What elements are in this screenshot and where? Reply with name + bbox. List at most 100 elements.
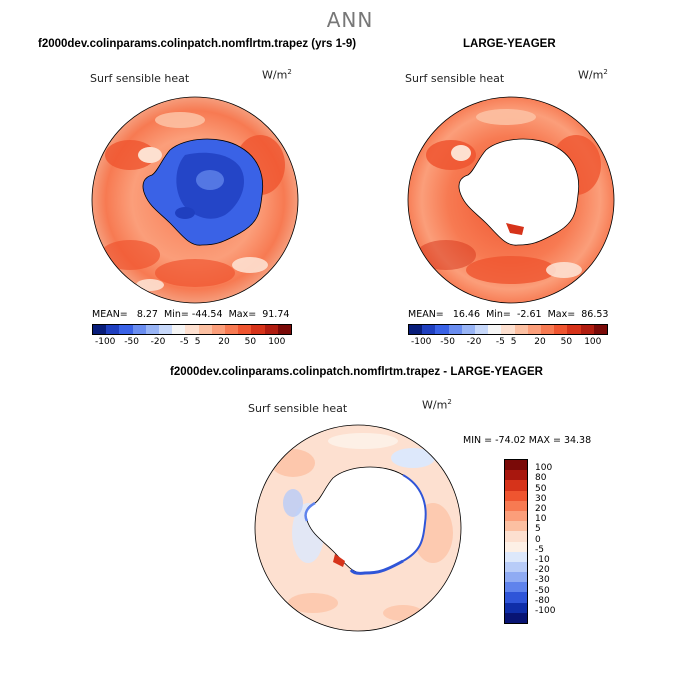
panel1-colorbar-label: 20 [218, 337, 230, 347]
panel2-title: LARGE-YEAGER [463, 38, 556, 50]
panel1-colorbar-swatch [185, 325, 199, 334]
panel1-colorbar-swatch [119, 325, 133, 334]
panel3-colorbar-label: 5 [535, 524, 541, 535]
panel2-colorbar-label: 50 [560, 337, 573, 347]
panel3-colorbar-label: -80 [535, 595, 550, 606]
panel1-colorbar-label: 50 [244, 337, 257, 347]
panel3-colorbar-swatch [505, 602, 527, 613]
panel1-colorbar-swatch [159, 325, 173, 334]
panel3-colorbar-swatch [505, 480, 527, 491]
panel2-colorbar-label: 5 [510, 337, 517, 347]
panel2-colorbar-swatch [435, 325, 449, 334]
panel1-colorbar [92, 324, 292, 335]
main-title: ANN [326, 8, 374, 32]
panel2-variable: Surf sensible heat [405, 72, 505, 85]
panel3-colorbar-label: 80 [535, 473, 547, 484]
panel2-colorbar [408, 324, 608, 335]
panel3-colorbar-swatch [505, 551, 527, 562]
panel3-colorbar-swatch [505, 531, 527, 542]
panel2-colorbar-swatch [448, 325, 462, 334]
panel2-colorbar-label: -5 [495, 337, 505, 347]
panel1-stats: MEAN= 8.27 Min= -44.54 Max= 91.74 [92, 309, 290, 320]
panel3-colorbar-label: 30 [535, 493, 547, 504]
panel1-colorbar-swatch [251, 325, 265, 334]
panel1-colorbar-swatch [132, 325, 146, 334]
panel3-colorbar-swatch [505, 490, 527, 501]
panel1-colorbar-labels: -100 -50 -20 -5 5 20 50 100 [92, 337, 290, 349]
panel1-colorbar-swatch [172, 325, 186, 334]
panel3-colorbar [504, 459, 528, 624]
panel3-colorbar-swatch [505, 510, 527, 522]
panel3-colorbar-label: 0 [535, 534, 541, 545]
panel3-colorbar-swatch [505, 541, 527, 552]
panel2-colorbar-label: -100 [410, 337, 432, 347]
panel3-colorbar-label: -50 [535, 585, 550, 596]
panel1-colorbar-label: 100 [268, 337, 286, 347]
panel2-colorbar-swatch [514, 325, 528, 334]
panel3-colorbar-label: -5 [535, 544, 544, 555]
panel3-colorbar-swatch [505, 521, 527, 532]
panel3-colorbar-label: 10 [535, 514, 547, 525]
panel2-antarctica [458, 138, 580, 246]
panel3-map [254, 424, 462, 632]
panel1-map [91, 96, 299, 304]
panel2-colorbar-swatch [554, 325, 568, 334]
panel3-colorbar-swatch [505, 460, 527, 471]
panel1-colorbar-swatch [264, 325, 278, 334]
panel2-colorbar-swatch [501, 325, 515, 334]
panel3-colorbar-swatch [505, 561, 527, 573]
panel2-map [407, 96, 615, 304]
panel2-colorbar-label: 100 [584, 337, 602, 347]
panel2-colorbar-label: -20 [466, 337, 482, 347]
panel3-colorbar-labels: 100 80 50 30 20 10 5 0 -5 -10 -20 -30 -50 -80 -100 [535, 459, 575, 619]
panel1-colorbar-label: 5 [194, 337, 201, 347]
panel2-colorbar-swatch [409, 325, 423, 334]
panel1-title: f2000dev.colinparams.colinpatch.nomflrtm… [38, 38, 357, 50]
panel2-colorbar-labels: -100 -50 -20 -5 5 20 50 100 [408, 337, 606, 349]
panel3-colorbar-label: -100 [535, 606, 556, 616]
panel1-colorbar-swatch [93, 325, 107, 334]
panel1-colorbar-swatch [277, 325, 292, 334]
panel1-colorbar-label: -100 [94, 337, 116, 347]
panel2-colorbar-swatch [580, 325, 594, 334]
panel1-colorbar-swatch [145, 325, 160, 334]
panel2-stats: MEAN= 16.46 Min= -2.61 Max= 86.53 [408, 309, 609, 320]
panel1-colorbar-label: -20 [150, 337, 166, 347]
panel2-colorbar-swatch [541, 325, 555, 334]
panel2-colorbar-swatch [422, 325, 436, 334]
panel3-colorbar-swatch [505, 592, 527, 603]
panel3-colorbar-label: -20 [535, 565, 550, 576]
panel3-colorbar-label: 50 [535, 483, 547, 494]
panel2-colorbar-swatch [567, 325, 581, 334]
panel1-colorbar-label: -50 [124, 337, 139, 347]
panel3-colorbar-swatch [505, 470, 527, 481]
panel3-colorbar-swatch [505, 572, 527, 583]
panel3-colorbar-label: 100 [535, 463, 553, 474]
panel2-colorbar-label: 20 [534, 337, 546, 347]
panel1-colorbar-label: -5 [179, 337, 189, 347]
panel3-colorbar-swatch [505, 612, 527, 623]
panel2-colorbar-swatch [593, 325, 608, 334]
panel1-colorbar-swatch [198, 325, 212, 334]
panel1-variable: Surf sensible heat [90, 72, 190, 85]
panel1-units: W/m2 [262, 68, 292, 82]
panel3-title: f2000dev.colinparams.colinpatch.nomflrtm… [170, 366, 543, 378]
panel2-colorbar-swatch [488, 325, 502, 334]
panel3-colorbar-label: -10 [535, 555, 550, 565]
panel1-colorbar-swatch [238, 325, 252, 334]
panel3-colorbar-swatch [505, 500, 527, 511]
panel3-colorbar-swatch [505, 582, 527, 593]
panel3-variable: Surf sensible heat [248, 402, 348, 415]
panel1-colorbar-swatch [106, 325, 120, 334]
panel3-minmax: MIN = -74.02 MAX = 34.38 [463, 435, 592, 446]
panel1-colorbar-swatch [211, 325, 226, 334]
panel3-units: W/m2 [422, 398, 452, 412]
panel1-colorbar-swatch [225, 325, 239, 334]
panel2-colorbar-swatch [475, 325, 489, 334]
panel2-colorbar-label: -50 [440, 337, 455, 347]
panel3-colorbar-label: 20 [535, 504, 547, 514]
panel3-colorbar-label: -30 [535, 575, 550, 586]
panel2-colorbar-swatch [461, 325, 476, 334]
panel2-units: W/m2 [578, 68, 608, 82]
panel2-colorbar-swatch [527, 325, 542, 334]
